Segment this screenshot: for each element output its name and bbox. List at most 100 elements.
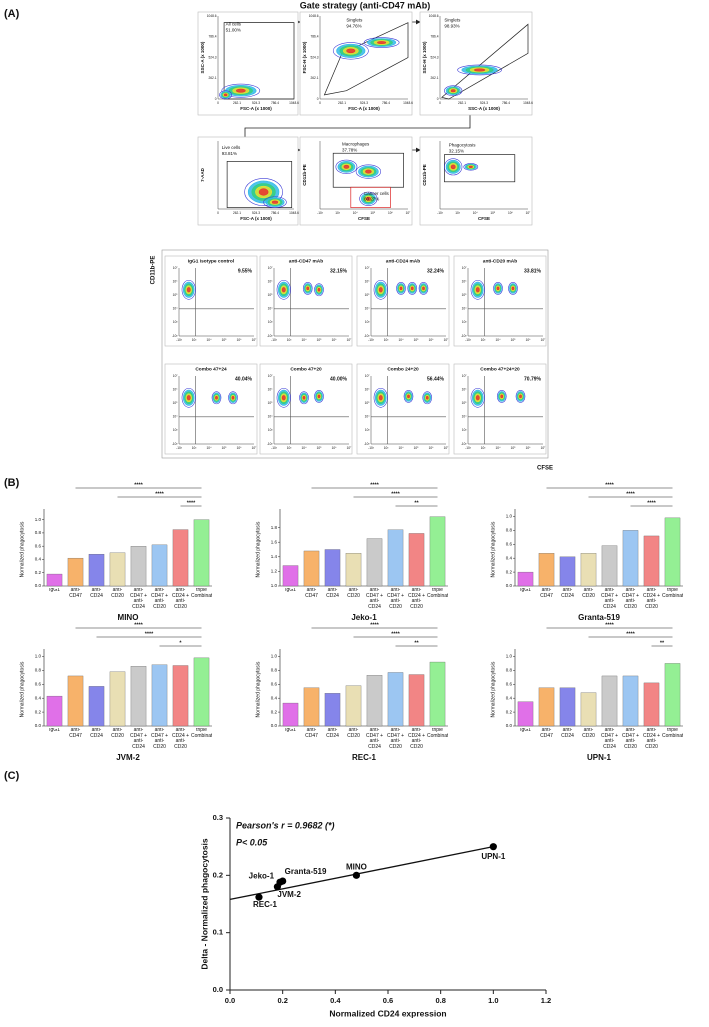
chart-title: Jeko-1 — [351, 613, 377, 622]
y-tick-label: 0.0 — [213, 985, 223, 994]
chart-title: MINO — [118, 613, 139, 622]
y-tick-label: 0.2 — [506, 709, 513, 714]
point-label: UPN-1 — [481, 852, 506, 861]
gate-percent: 32.15% — [449, 148, 464, 153]
y-tick-label: 10⁷ — [462, 374, 468, 378]
density-contour — [468, 165, 473, 168]
x-label-box: anti-CD47 — [305, 588, 318, 598]
x-tick-label: 0 — [217, 211, 219, 215]
x-label-box: anti-CD24 — [561, 728, 574, 738]
x-label-box: anti-CD47 — [305, 728, 318, 738]
x-tick-label: 0.0 — [225, 996, 235, 1005]
y-axis-label: 7-AAD — [200, 167, 205, 182]
x-tick-label: 262.1 — [338, 101, 346, 105]
x-label-box: anti-CD24 — [90, 588, 103, 598]
point — [352, 871, 360, 879]
y-tick-label: 0.6 — [35, 681, 42, 686]
bar — [580, 553, 597, 587]
y-tick-label: 0.4 — [271, 695, 278, 700]
bar — [151, 544, 168, 587]
x-label-box: anti-CD47 + anti-CD20 — [150, 728, 169, 750]
density-contour — [221, 83, 261, 98]
density-contour — [317, 287, 321, 292]
x-tick-label: anti-CD24 + anti-CD20 — [642, 728, 661, 750]
significance-label: **** — [134, 622, 143, 628]
panel-label: (C) — [4, 770, 20, 782]
y-tick-label: -10³ — [267, 334, 273, 338]
y-tick-label: 10⁷ — [462, 266, 468, 270]
x-tick-label: IgG1 — [49, 728, 60, 733]
density-contour — [228, 391, 238, 405]
x-tick-label: 524.3 — [480, 101, 488, 105]
x-label-box: triple Combination — [427, 728, 448, 738]
x-label-box: anti-CD47 + anti-CD24 — [130, 728, 147, 749]
x-tick-label: 10⁴ — [399, 338, 405, 342]
y-tick-label: 10⁷ — [268, 374, 274, 378]
y-axis-label: FSC-H (x 1000) — [302, 41, 307, 73]
x-tick-label: 10⁷ — [347, 338, 353, 342]
x-tick-label: 10⁶ — [237, 446, 243, 450]
x-tick-label: 1048.6 — [289, 211, 299, 215]
y-tick-label: 262.1 — [209, 76, 217, 80]
x-tick-label: 10⁶ — [429, 446, 435, 450]
bar — [345, 553, 362, 587]
flow-plot-frame — [419, 136, 533, 226]
y-tick-label: 10⁵ — [462, 293, 468, 297]
bar — [559, 687, 576, 727]
x-tick-label: 10⁶ — [332, 446, 338, 450]
y-tick-label: -10³ — [461, 442, 467, 446]
y-tick-label: 0.6 — [271, 681, 278, 686]
y-tick-label: 10³ — [173, 428, 178, 432]
y-axis-label: Normalized phagocytosis — [19, 521, 25, 577]
bar — [387, 529, 404, 587]
x-tick-label: 0.6 — [383, 996, 393, 1005]
flow-plot-frame — [453, 255, 547, 347]
bar — [67, 675, 84, 727]
grid-frame — [161, 249, 549, 459]
x-tick-label: anti-CD24 + anti-CD20 — [407, 728, 426, 750]
y-tick-label: 10⁶ — [268, 387, 274, 391]
density-contour — [215, 395, 218, 400]
density-contour — [508, 281, 518, 295]
gate — [226, 161, 293, 208]
significance-label: **** — [370, 622, 379, 628]
point — [489, 843, 497, 851]
flow-plot-frame — [453, 363, 547, 455]
gate-title: Gate strategy (anti-CD47 mAb) — [300, 0, 431, 10]
y-tick-label: 10³ — [462, 428, 467, 432]
x-tick-label: 786.4 — [382, 101, 390, 105]
y-tick-label: 0.6 — [506, 541, 513, 546]
x-tick-label: 10⁵ — [414, 446, 420, 450]
y-tick-label: 10⁵ — [268, 401, 274, 405]
bar — [429, 661, 446, 727]
x-tick-label: 262.1 — [233, 211, 241, 215]
x-tick-label: triple Combination — [662, 728, 683, 739]
x-label-box: anti-CD47 + anti-CD20 — [387, 728, 404, 749]
x-tick-label: anti-CD47 + anti-CD20 — [150, 728, 169, 750]
x-tick-label: -10³ — [176, 338, 182, 342]
y-tick-label: 10⁴ — [462, 307, 468, 311]
y-tick-label: 786.4 — [209, 35, 217, 39]
x-tick-label: -10³ — [368, 338, 374, 342]
x-tick-label: 0.4 — [330, 996, 341, 1005]
x-tick-label: 10³ — [192, 338, 197, 342]
y-tick-label: 10⁴ — [173, 415, 179, 419]
x-tick-label: 10³ — [287, 446, 292, 450]
point-label: JVM-2 — [277, 890, 301, 899]
x-tick-label: 10⁵ — [511, 338, 517, 342]
gate-percent: 94.76% — [346, 23, 361, 28]
y-tick-label: 10⁶ — [462, 279, 468, 283]
x-tick-label: 10³ — [481, 446, 486, 450]
bar — [67, 557, 84, 587]
gate-name: Live cells — [222, 145, 241, 150]
y-tick-label: 1.8 — [271, 525, 278, 530]
density-contour — [493, 281, 503, 295]
x-tick-label: 10⁷ — [444, 446, 450, 450]
x-label-box: triple Combination — [191, 728, 212, 738]
x-tick-label: -10³ — [437, 211, 443, 215]
x-label-box: anti-CD24 — [326, 588, 339, 598]
x-tick-label: 10⁷ — [406, 211, 412, 215]
y-axis-label: SSC-A (x 1000) — [200, 41, 205, 73]
x-label-box: anti-CD24 + anti-CD20 — [643, 588, 660, 609]
x-label-box: anti-CD24 + anti-CD20 — [642, 728, 661, 750]
